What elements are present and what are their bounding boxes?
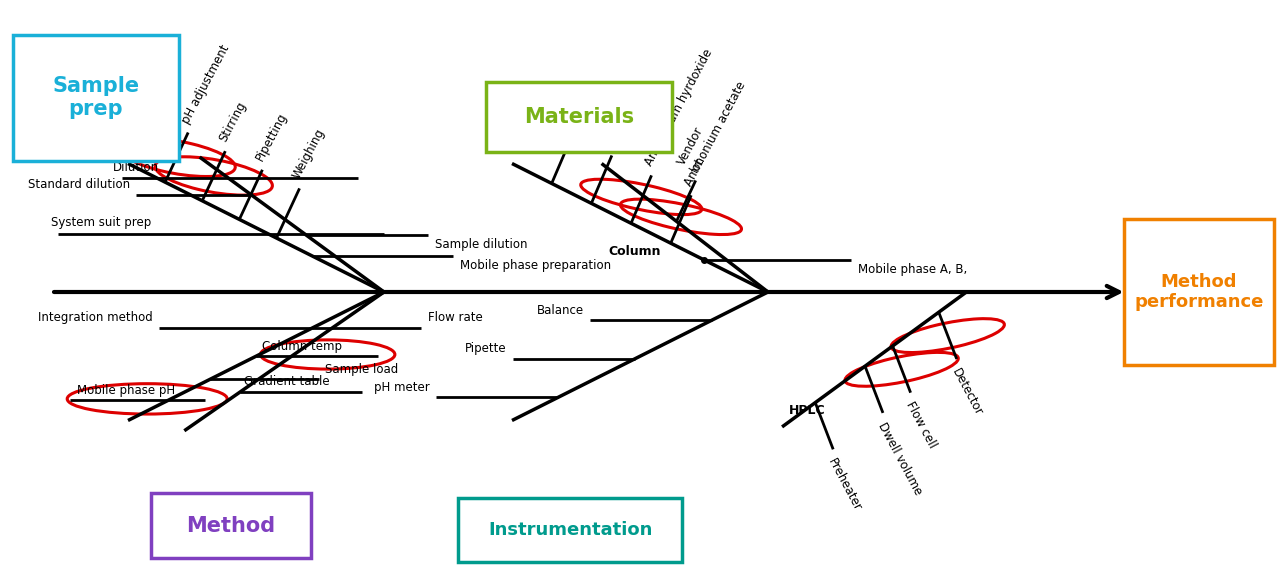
Text: Acetonitrile: Acetonitrile bbox=[603, 82, 646, 148]
Text: Dilution: Dilution bbox=[113, 161, 159, 174]
Text: Detector: Detector bbox=[948, 366, 984, 418]
Text: Flow rate: Flow rate bbox=[428, 311, 483, 325]
Text: Sample load: Sample load bbox=[325, 363, 398, 376]
FancyBboxPatch shape bbox=[1124, 219, 1274, 365]
FancyBboxPatch shape bbox=[486, 82, 672, 152]
Text: Balance: Balance bbox=[536, 304, 584, 317]
FancyBboxPatch shape bbox=[151, 493, 311, 558]
Text: Standard dilution: Standard dilution bbox=[28, 178, 129, 191]
FancyBboxPatch shape bbox=[13, 35, 179, 161]
Text: System suit prep: System suit prep bbox=[51, 216, 151, 229]
Text: Dwell volume: Dwell volume bbox=[876, 420, 924, 497]
Text: Preheater: Preheater bbox=[826, 456, 864, 513]
Text: Sample
prep: Sample prep bbox=[52, 77, 140, 119]
Text: Mobile phase pH: Mobile phase pH bbox=[77, 384, 175, 397]
Text: Ammonium acetate: Ammonium acetate bbox=[682, 79, 749, 188]
Text: Materials: Materials bbox=[524, 107, 635, 127]
Text: Vendor
lot: Vendor lot bbox=[675, 125, 719, 175]
Text: Integration method: Integration method bbox=[37, 311, 152, 325]
Text: Ammonium hyrdoxide: Ammonium hyrdoxide bbox=[643, 47, 716, 168]
Text: pH meter: pH meter bbox=[374, 381, 430, 394]
Text: Column temp: Column temp bbox=[262, 340, 343, 353]
Text: Method
performance: Method performance bbox=[1134, 273, 1263, 311]
Text: Water: Water bbox=[563, 92, 591, 128]
Text: Instrumentation: Instrumentation bbox=[488, 521, 653, 538]
Text: Stirring: Stirring bbox=[216, 99, 248, 144]
Text: Mobile phase preparation: Mobile phase preparation bbox=[460, 259, 611, 272]
Text: Column: Column bbox=[608, 245, 660, 258]
FancyBboxPatch shape bbox=[458, 498, 682, 562]
Text: Flow cell: Flow cell bbox=[902, 399, 938, 451]
Text: Weighing: Weighing bbox=[291, 127, 328, 182]
Text: HPLC: HPLC bbox=[788, 404, 826, 416]
Text: pH adjustment: pH adjustment bbox=[179, 42, 232, 126]
Text: Pipetting: Pipetting bbox=[253, 110, 289, 163]
Text: Method: Method bbox=[187, 516, 275, 536]
Text: Gradient table: Gradient table bbox=[244, 376, 330, 388]
Text: Pipette: Pipette bbox=[465, 342, 507, 355]
Text: Mobile phase A, B,: Mobile phase A, B, bbox=[858, 263, 966, 276]
Text: Sample dilution: Sample dilution bbox=[435, 238, 527, 251]
